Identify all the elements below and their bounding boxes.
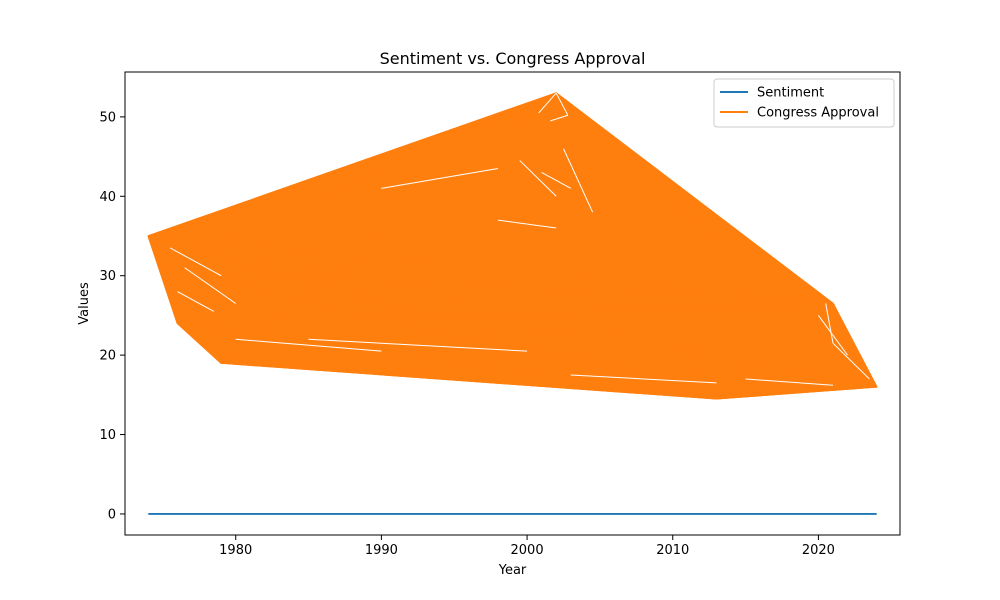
plot-area (147, 92, 878, 515)
series-mesh-gap (235, 338, 382, 352)
x-tick-label: 2020 (802, 543, 835, 558)
legend: Sentiment Congress Approval (713, 78, 895, 128)
series-mesh-gap (832, 342, 870, 380)
legend-label-sentiment: Sentiment (757, 86, 824, 101)
series-mesh-gap (550, 114, 569, 122)
series-mesh-congress-approval (147, 92, 878, 400)
series-segment-congress-approval (832, 303, 878, 388)
x-tick-label: 2000 (511, 543, 544, 558)
series-mesh-gap (519, 160, 557, 197)
y-axis-title: Values (77, 282, 92, 325)
series-mesh-gap (555, 92, 569, 116)
series-segment-congress-approval (177, 322, 717, 400)
series-mesh-gap (745, 378, 834, 386)
series-segment-congress-approval (148, 235, 834, 305)
series-segment-congress-approval (220, 92, 557, 364)
series-segment-congress-approval (162, 92, 557, 269)
series-segment-congress-approval (148, 92, 557, 237)
series-segment-congress-approval (555, 92, 834, 305)
series-mesh-gap (177, 291, 215, 312)
series-segment-congress-approval (221, 362, 717, 400)
y-axis: 0 10 20 30 40 50 (99, 110, 125, 522)
series-mesh-gap (184, 267, 236, 304)
series-segment-congress-approval (162, 267, 877, 388)
series-mesh-gap (825, 303, 834, 344)
series-segment-congress-approval (716, 386, 877, 400)
series-segment-congress-approval (176, 322, 222, 364)
x-axis: 1980 1990 2000 2010 2020 (219, 535, 835, 558)
y-tick-label: 50 (99, 110, 116, 125)
series-area-congress-approval (147, 92, 878, 400)
y-tick-label: 30 (99, 269, 116, 284)
series-segment-congress-approval (162, 267, 834, 305)
series-segment-congress-approval (162, 267, 179, 324)
series-segment-congress-approval (177, 302, 834, 325)
series-mesh-gap (541, 172, 572, 189)
legend-box (713, 78, 895, 128)
series-segment-congress-approval (177, 92, 557, 324)
legend-label-congress-approval: Congress Approval (757, 106, 879, 121)
series-segment-congress-approval (162, 267, 717, 400)
axes-frame (124, 71, 901, 536)
x-tick-label: 1980 (219, 543, 252, 558)
y-tick-label: 40 (99, 190, 116, 205)
series-segment-congress-approval (555, 92, 878, 388)
series-segment-congress-approval (221, 362, 877, 388)
chart-title: Sentiment vs. Congress Approval (380, 49, 646, 68)
series-segment-congress-approval (147, 235, 179, 324)
x-tick-label: 1990 (365, 543, 398, 558)
series-segment-congress-approval (555, 92, 718, 400)
series-segment-congress-approval (177, 322, 877, 388)
series-segment-congress-approval (148, 235, 877, 388)
x-axis-title: Year (498, 563, 527, 578)
series-segment-congress-approval (162, 267, 222, 364)
x-tick-label: 2010 (656, 543, 689, 558)
series-segment-congress-approval (148, 235, 717, 400)
series-mesh-gap (308, 338, 528, 352)
series-mesh-gap (169, 247, 222, 277)
series-mesh-gap (497, 219, 557, 229)
series-mesh-gap (570, 374, 717, 384)
series-mesh-gap (818, 315, 848, 356)
series-segment-congress-approval (715, 302, 834, 400)
y-tick-label: 0 (108, 507, 116, 522)
series-mesh-gap (538, 92, 557, 114)
y-tick-label: 10 (99, 428, 116, 443)
series-segment-congress-approval (221, 302, 834, 364)
series-mesh-gap (381, 167, 499, 189)
y-tick-label: 20 (99, 349, 116, 364)
series-mesh-gap (563, 148, 594, 213)
